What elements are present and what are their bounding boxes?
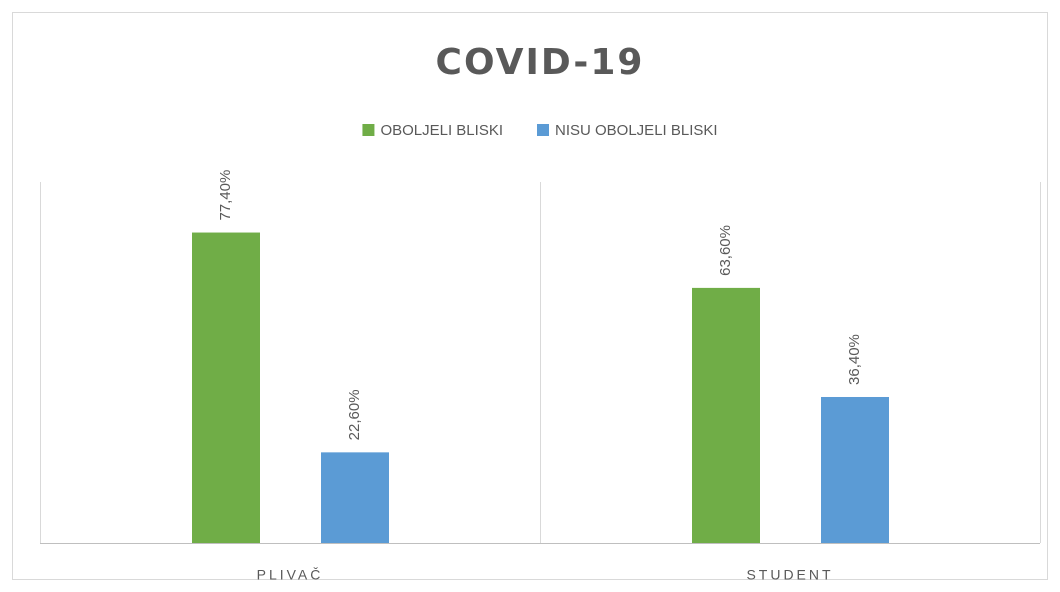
legend-swatch	[537, 124, 549, 136]
bar	[192, 232, 260, 544]
chart-frame	[12, 12, 1048, 580]
legend-label: NISU OBOLJELI BLISKI	[555, 122, 718, 139]
data-label: 36,40%	[846, 334, 863, 385]
data-label: 77,40%	[217, 170, 234, 221]
x-tick-label: STUDENT	[746, 567, 833, 583]
data-label: 22,60%	[346, 389, 363, 440]
data-label: 63,60%	[717, 225, 734, 276]
legend-swatch	[362, 124, 375, 136]
legend-label: OBOLJELI BLISKI	[380, 122, 503, 139]
bar	[321, 452, 389, 543]
x-tick-label: PLIVAČ	[257, 567, 324, 583]
bar	[692, 287, 760, 543]
bar	[821, 396, 889, 543]
chart-title: COVID-19	[436, 42, 645, 83]
